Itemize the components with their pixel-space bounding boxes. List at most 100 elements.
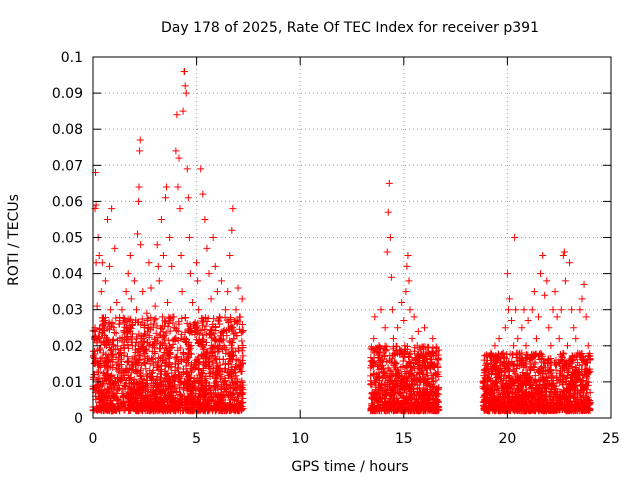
- data-point: [217, 394, 225, 402]
- data-point: [504, 306, 512, 314]
- data-point: [197, 407, 205, 415]
- data-point: [551, 288, 559, 296]
- data-point: [386, 381, 394, 389]
- data-point: [203, 338, 211, 346]
- data-point: [413, 342, 421, 350]
- data-point: [141, 345, 149, 353]
- x-tick-label: 15: [395, 431, 413, 447]
- data-point: [387, 358, 395, 366]
- data-point: [199, 190, 207, 198]
- data-point: [184, 349, 192, 357]
- data-point: [218, 329, 226, 337]
- data-point: [506, 383, 514, 391]
- data-point: [165, 354, 173, 362]
- data-point: [100, 317, 108, 325]
- data-point: [230, 317, 238, 325]
- data-point: [236, 382, 244, 390]
- data-point: [571, 372, 579, 380]
- data-point: [211, 354, 219, 362]
- data-point: [182, 89, 190, 97]
- data-point: [400, 317, 408, 325]
- data-point: [501, 363, 509, 371]
- data-point: [572, 369, 580, 377]
- data-point: [183, 319, 191, 327]
- data-point: [222, 406, 230, 414]
- data-point: [505, 295, 513, 303]
- data-point: [584, 395, 592, 403]
- data-point: [209, 389, 217, 397]
- data-point: [137, 406, 145, 413]
- data-point: [195, 337, 203, 345]
- data-point: [128, 393, 136, 401]
- data-point: [429, 344, 437, 352]
- data-point: [561, 395, 569, 403]
- data-point: [493, 356, 501, 364]
- data-point: [572, 335, 580, 343]
- data-point: [237, 399, 245, 407]
- data-point: [166, 234, 174, 241]
- data-point: [180, 392, 188, 400]
- data-point: [375, 342, 383, 350]
- data-point: [138, 361, 146, 369]
- data-point: [414, 395, 422, 403]
- data-point: [522, 358, 530, 366]
- data-point: [198, 351, 206, 359]
- data-point: [370, 335, 378, 343]
- data-point: [95, 335, 103, 343]
- data-point: [181, 67, 189, 75]
- data-point: [142, 379, 150, 387]
- data-point: [493, 385, 501, 393]
- data-point: [394, 406, 402, 414]
- data-point: [575, 400, 583, 408]
- data-point: [219, 400, 227, 408]
- data-point: [122, 288, 130, 296]
- data-point: [94, 360, 102, 368]
- data-point: [93, 407, 101, 415]
- data-point: [230, 335, 238, 343]
- data-point: [191, 330, 199, 338]
- data-point: [525, 381, 533, 389]
- data-point: [535, 368, 543, 376]
- data-point: [108, 320, 116, 328]
- data-point: [124, 358, 132, 366]
- data-point: [176, 384, 184, 392]
- data-point: [555, 395, 563, 403]
- data-point: [177, 377, 185, 385]
- data-point: [394, 400, 402, 408]
- data-point: [102, 402, 110, 410]
- data-point: [487, 390, 495, 398]
- y-tick-label: 0.09: [52, 86, 83, 102]
- data-point: [505, 374, 513, 382]
- data-point: [157, 324, 165, 332]
- data-point: [197, 383, 205, 391]
- data-point: [500, 372, 508, 380]
- data-point: [375, 381, 383, 389]
- data-point: [530, 401, 538, 409]
- data-point: [179, 107, 187, 115]
- data-point: [576, 306, 584, 314]
- data-point: [232, 385, 240, 393]
- data-point: [515, 375, 523, 383]
- data-point: [182, 402, 190, 410]
- data-point: [561, 361, 569, 369]
- data-point: [383, 392, 391, 400]
- data-point: [422, 387, 430, 395]
- data-point: [235, 403, 243, 411]
- data-point: [433, 360, 441, 368]
- data-point: [543, 277, 551, 285]
- data-point: [569, 392, 577, 400]
- data-point: [508, 358, 516, 366]
- data-point: [145, 259, 153, 267]
- data-point: [506, 403, 514, 411]
- data-point: [549, 306, 557, 314]
- y-tick-label: 0.01: [52, 375, 83, 391]
- data-point: [386, 234, 394, 241]
- data-point: [398, 298, 406, 306]
- data-point: [120, 398, 128, 406]
- data-point: [158, 313, 166, 321]
- data-point: [222, 349, 230, 357]
- data-point: [184, 194, 192, 202]
- data-point: [492, 369, 500, 377]
- data-point: [400, 385, 408, 393]
- data-point: [133, 368, 141, 376]
